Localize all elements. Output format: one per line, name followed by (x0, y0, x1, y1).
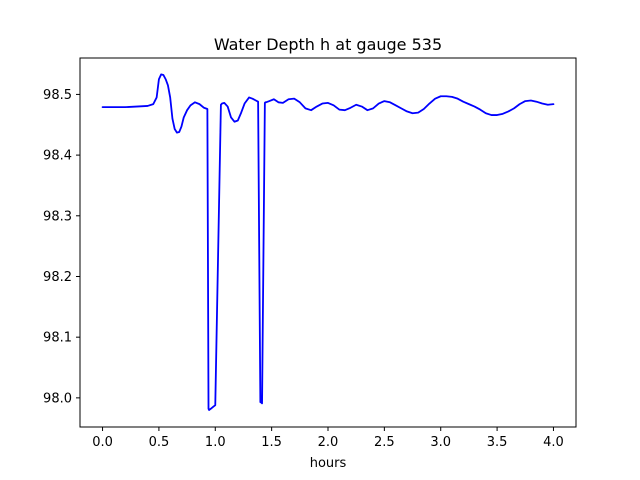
plot-area (79, 57, 577, 428)
x-tick-label: 0.5 (149, 435, 170, 450)
x-tick-label: 4.0 (543, 435, 564, 450)
x-axis-label: hours (310, 456, 347, 471)
y-tick-label: 98.3 (43, 209, 72, 224)
y-tick-label: 98.2 (43, 270, 72, 285)
plot-background (80, 58, 576, 427)
x-tick-label: 1.5 (261, 435, 282, 450)
x-axis: 0.0 0.5 1.0 1.5 2.0 2.5 3.0 3.5 4.0 (92, 427, 564, 450)
y-tick-label: 98.1 (43, 331, 72, 346)
x-tick-label: 2.5 (374, 435, 395, 450)
x-tick-label: 3.0 (430, 435, 451, 450)
y-tick-label: 98.4 (43, 149, 72, 164)
y-axis: 98.0 98.1 98.2 98.3 98.4 98.5 (43, 88, 80, 406)
x-tick-label: 3.5 (487, 435, 508, 450)
series-line-water-depth (101, 73, 555, 411)
x-tick-label: 2.0 (318, 435, 339, 450)
x-tick-label: 1.0 (205, 435, 226, 450)
x-tick-label: 0.0 (92, 435, 113, 450)
y-tick-label: 98.0 (43, 391, 72, 406)
y-tick-label: 98.5 (43, 88, 72, 103)
chart-title: Water Depth h at gauge 535 (214, 35, 442, 54)
